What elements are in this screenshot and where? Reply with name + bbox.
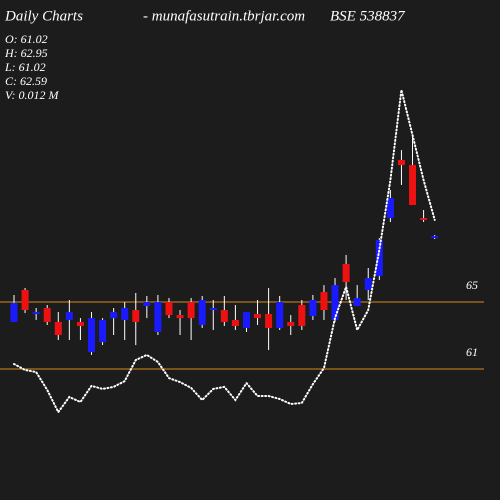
candle-body	[132, 310, 140, 322]
candle-body	[231, 319, 239, 326]
candle-body	[10, 303, 18, 322]
candle-body	[143, 302, 151, 307]
candle-body	[242, 312, 250, 328]
candle-body	[209, 308, 217, 311]
chart-title: Daily Charts	[4, 8, 83, 24]
symbol: BSE 538837	[330, 8, 406, 24]
dotted-line	[13, 89, 436, 415]
y-tick-label: 61	[466, 345, 478, 359]
candle-body	[386, 197, 394, 219]
candle-body	[43, 308, 51, 322]
candle-body	[353, 297, 361, 307]
candle-body	[87, 318, 95, 353]
candle-body	[198, 300, 206, 325]
candle-body	[320, 291, 328, 311]
candle-body	[276, 302, 284, 328]
candle-body	[165, 302, 173, 316]
candle-body	[176, 315, 184, 319]
candle-body	[309, 300, 317, 317]
candle-body	[298, 305, 306, 326]
candle-body	[21, 289, 29, 311]
candle-body	[254, 314, 262, 319]
ohlc-info: V: 0.012 M	[5, 88, 60, 102]
candle-body	[32, 312, 40, 315]
candle-body	[265, 314, 273, 328]
candle-body	[220, 310, 228, 322]
candle-body	[76, 321, 84, 326]
candle-body	[420, 218, 428, 220]
candle-body	[65, 312, 73, 320]
ohlc-info: O: 61.02	[5, 32, 48, 46]
candle-body	[375, 240, 383, 277]
candle-body	[397, 159, 405, 165]
candle-body	[187, 302, 195, 319]
candle-body	[409, 164, 417, 206]
candle-body	[110, 312, 118, 319]
ohlc-info: C: 62.59	[5, 74, 47, 88]
candle-body	[364, 278, 372, 290]
candle-body	[54, 321, 62, 336]
ohlc-info: H: 62.95	[4, 46, 48, 60]
chart-subtitle: - munafasutrain.tbrjar.com	[143, 8, 305, 24]
candle-body	[431, 236, 439, 239]
y-tick-label: 65	[466, 278, 478, 292]
candle-body	[99, 319, 107, 343]
candle-body	[154, 302, 162, 332]
candle-body	[331, 285, 339, 320]
candle-body	[342, 263, 350, 283]
ohlc-info: L: 61.02	[4, 60, 46, 74]
candle-body	[121, 308, 129, 320]
candle-body	[287, 321, 295, 326]
